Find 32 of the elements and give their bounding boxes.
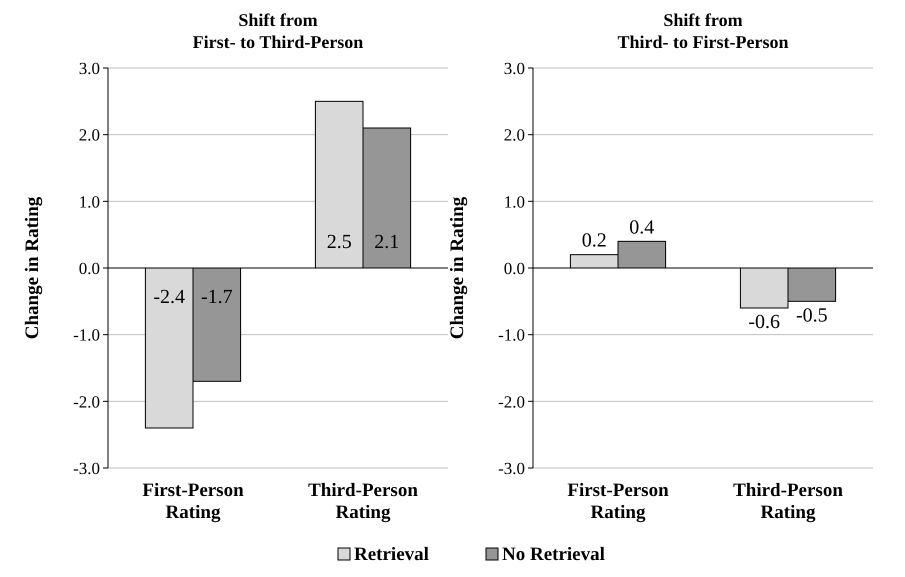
y-axis-title: Change in Rating [447, 196, 468, 340]
x-tick-label: Third-Person Rating [308, 480, 418, 523]
chart-title: Shift from First- to Third-Person [192, 10, 364, 52]
data-label: -1.7 [200, 286, 233, 308]
y-tick-label: -1.0 [73, 326, 100, 345]
data-label: -0.5 [796, 304, 828, 326]
y-tick-label: 1.0 [504, 192, 525, 212]
chart-title: Shift from Third- to First-Person [618, 10, 788, 52]
data-label: 0.2 [582, 230, 607, 252]
data-label: -2.4 [153, 286, 186, 308]
y-tick-label: 2.0 [78, 126, 100, 145]
y-tick-label: -1.0 [498, 326, 525, 345]
x-tick-label: First-Person Rating [567, 480, 670, 523]
y-tick-label: 3.0 [504, 58, 525, 78]
y-tick-label: 1.0 [78, 192, 100, 212]
data-label: -0.6 [748, 311, 780, 333]
data-label: 2.5 [326, 231, 352, 253]
y-tick-label: -3.0 [73, 458, 100, 478]
legend-label: Retrieval [354, 544, 429, 565]
x-tick-label: First-Person Rating [142, 480, 244, 523]
y-tick-label: 0.0 [78, 258, 100, 278]
y-tick-label: -2.0 [498, 392, 525, 412]
data-label: 0.4 [629, 216, 654, 238]
y-tick-label: -3.0 [498, 458, 525, 478]
legend-label: No Retrieval [502, 544, 605, 565]
y-tick-label: -2.0 [73, 392, 100, 412]
y-tick-label: 2.0 [504, 126, 525, 145]
data-label: 2.1 [374, 231, 400, 253]
x-tick-label: Third-Person Rating [733, 480, 844, 523]
y-tick-label: 0.0 [504, 258, 525, 278]
y-tick-label: 3.0 [78, 58, 100, 78]
y-axis-title: Change in Rating [22, 196, 43, 340]
